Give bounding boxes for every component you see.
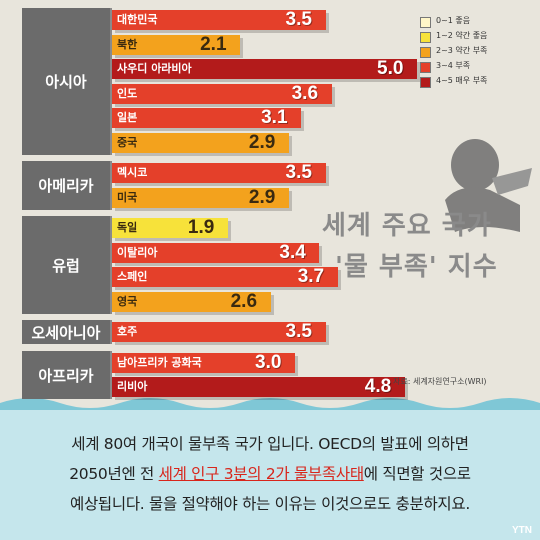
legend-item: 0~1 좋음 <box>416 14 526 29</box>
bar-label: 대한민국 <box>117 13 158 26</box>
bar-label: 인도 <box>117 86 138 100</box>
bar-label: 미국 <box>117 190 138 204</box>
region-label: 오세아니아 <box>31 324 101 342</box>
bar-label: 멕시코 <box>117 166 148 179</box>
caption-line-3: 예상됩니다. 물을 절약해야 하는 이유는 이것으로도 충분하지요. <box>70 495 470 513</box>
bar-label: 중국 <box>117 135 138 149</box>
caption-highlight: 세계 인구 3분의 2가 물부족사태 <box>158 465 364 483</box>
bar-label: 사우디 아라비아 <box>117 62 192 75</box>
data-label: 3.1 <box>261 107 288 128</box>
legend-swatch <box>420 47 431 58</box>
bar <box>112 322 326 342</box>
bar-label: 일본 <box>117 111 138 124</box>
bar <box>112 132 289 153</box>
bar <box>112 377 405 397</box>
bar <box>112 83 332 104</box>
data-label: 5.0 <box>377 58 404 79</box>
legend-label: 2~3 약간 부족 <box>436 46 488 55</box>
bar <box>112 218 228 238</box>
data-label: 2.1 <box>200 33 227 55</box>
bar <box>112 242 320 263</box>
caption-panel: 세계 80여 개국이 물부족 국가 입니다. OECD의 발표에 의하면 205… <box>0 410 540 540</box>
data-label: 2.6 <box>230 290 258 312</box>
region-block <box>22 320 112 344</box>
drinking-child-silhouette-icon <box>445 139 532 232</box>
caption-line-2-pre: 2050년엔 전 <box>69 465 159 483</box>
legend-label: 0~1 좋음 <box>436 16 471 25</box>
data-label: 3.4 <box>279 241 306 263</box>
legend-swatch <box>420 32 431 43</box>
region-label: 유럽 <box>52 256 80 275</box>
bar <box>112 352 295 373</box>
legend-label: 1~2 약간 좋음 <box>436 31 488 40</box>
legend-item: 3~4 부족 <box>416 59 526 74</box>
region-label: 아메리카 <box>38 177 94 196</box>
legend-item: 4~5 매우 부족 <box>416 74 526 89</box>
bar-label: 이탈리아 <box>117 245 158 259</box>
data-label: 2.9 <box>248 186 276 208</box>
legend: 0~1 좋음 1~2 약간 좋음 2~3 약간 부족 3~4 부족 4~5 매우 부족 <box>416 14 526 89</box>
legend-label: 4~5 매우 부족 <box>436 76 488 85</box>
data-label: 3.5 <box>285 321 312 342</box>
caption-line-2: 2050년엔 전 세계 인구 3분의 2가 물부족사태에 직면할 것으로 <box>0 462 540 484</box>
bar <box>112 34 241 55</box>
data-label: 3.5 <box>285 162 312 183</box>
caption-line-1: 세계 80여 개국이 물부족 국가 입니다. OECD의 발표에 의하면 <box>71 435 469 453</box>
bar-label: 남아프리카 공화국 <box>117 355 202 369</box>
bar-label: 리비아 <box>117 380 148 393</box>
headline-line-2: '물 부족' 지수 <box>335 252 498 282</box>
bar-label: 독일 <box>117 221 138 234</box>
data-label: 1.9 <box>187 217 215 238</box>
data-label: 2.9 <box>248 131 276 153</box>
bar-label: 영국 <box>117 294 138 308</box>
bar <box>112 187 289 208</box>
legend-label: 3~4 부족 <box>436 61 471 70</box>
bar-label: 호주 <box>117 325 138 338</box>
headline-line-1: 세계 주요 국가 <box>322 211 492 241</box>
bar <box>112 59 417 79</box>
data-label: 3.0 <box>255 351 282 373</box>
bar <box>112 291 271 312</box>
region-block <box>22 8 112 155</box>
source-note: 자료: 세계자원연구소(WRI) <box>393 377 487 386</box>
legend-item: 2~3 약간 부족 <box>416 44 526 59</box>
region-label: 아시아 <box>45 73 87 92</box>
bar <box>112 267 338 287</box>
legend-swatch <box>420 62 431 73</box>
data-label: 3.6 <box>291 82 319 104</box>
data-label: 3.7 <box>297 266 325 287</box>
region-label: 아프리카 <box>38 366 94 385</box>
ytn-logo: YTN <box>512 525 532 536</box>
region-block <box>22 161 112 210</box>
region-block <box>22 216 112 314</box>
legend-item: 1~2 약간 좋음 <box>416 29 526 44</box>
bar <box>112 108 302 128</box>
legend-swatch <box>420 17 431 28</box>
bar-label: 북한 <box>117 37 138 51</box>
data-label: 3.5 <box>285 9 312 30</box>
data-label: 4.8 <box>364 376 392 397</box>
region-block <box>22 350 112 399</box>
bar <box>112 163 326 183</box>
caption-line-2-post: 에 직면할 것으로 <box>363 465 471 483</box>
bar-label: 스페인 <box>117 270 148 283</box>
legend-swatch <box>420 77 431 88</box>
bar <box>112 10 326 30</box>
